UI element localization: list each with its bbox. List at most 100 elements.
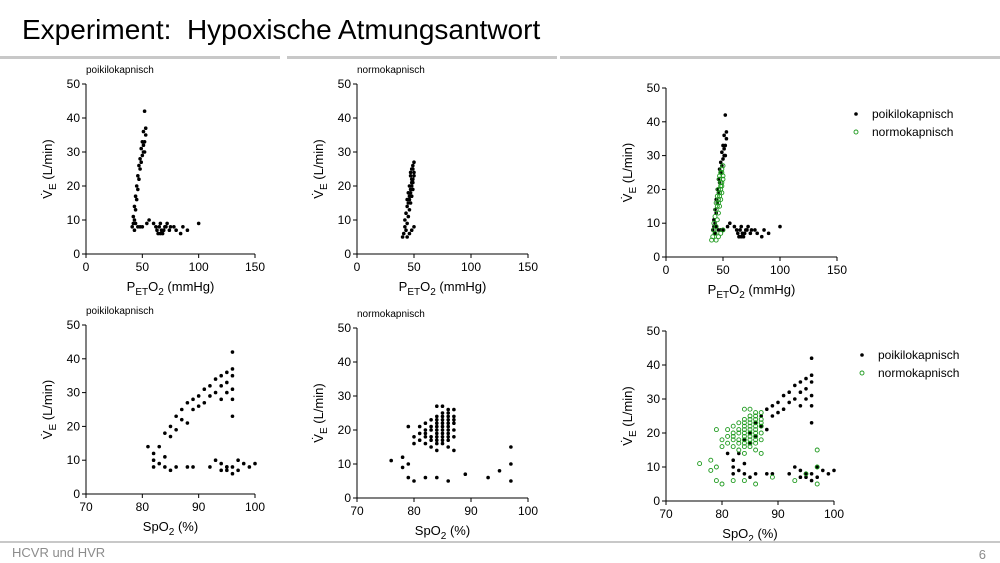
- x-tick-label: 70: [79, 500, 93, 514]
- data-point-poikilo: [142, 150, 147, 154]
- data-point-normo: [730, 423, 736, 429]
- data-point-poikilo: [713, 231, 717, 236]
- data-point-poikilo: [452, 428, 456, 432]
- data-point-poikilo: [742, 438, 747, 442]
- x-tick-label: 70: [350, 504, 364, 518]
- data-point-normo: [715, 200, 721, 206]
- data-point-poikilo: [400, 455, 405, 460]
- data-point-poikilo: [137, 163, 141, 168]
- data-point-normo: [814, 464, 820, 470]
- data-point-poikilo: [168, 434, 173, 439]
- data-point-normo: [715, 210, 721, 216]
- data-point-normo: [758, 450, 764, 456]
- title-rule-mid: [287, 56, 557, 59]
- data-point-normo: [713, 427, 719, 433]
- y-tick-label: 30: [67, 386, 81, 400]
- data-point-poikilo: [742, 472, 747, 476]
- data-point-poikilo: [452, 418, 456, 422]
- data-point-normo: [717, 173, 723, 179]
- data-point-poikilo: [804, 397, 808, 401]
- data-point-poikilo: [731, 465, 735, 469]
- y-tick-label: 20: [647, 426, 661, 440]
- data-point-poikilo: [739, 234, 744, 239]
- data-point-poikilo: [725, 451, 730, 456]
- y-tick-label: 40: [338, 355, 352, 369]
- x-tick-label: 100: [245, 500, 265, 514]
- data-point-poikilo: [748, 441, 752, 446]
- data-point-poikilo: [440, 441, 445, 446]
- data-point-poikilo: [412, 441, 416, 446]
- data-point-poikilo: [143, 133, 148, 137]
- data-point-poikilo: [202, 400, 207, 405]
- data-point-poikilo: [225, 465, 229, 469]
- y-axis-label: V̇E (L/min): [620, 386, 639, 445]
- y-tick-label: 40: [647, 358, 661, 372]
- data-point-normo: [741, 433, 747, 439]
- x-axis-label: PETO2 (mmHg): [127, 279, 215, 298]
- data-point-poikilo: [158, 221, 163, 226]
- data-point-poikilo: [440, 411, 445, 415]
- x-axis-label: PETO2 (mmHg): [399, 279, 487, 298]
- data-point-poikilo: [435, 438, 439, 443]
- data-point-normo: [730, 430, 736, 436]
- chart-petco2-poikilo: poikilokapnisch 0 10 20 30 40 50 0 50 100 150 V̇E (…: [40, 65, 265, 298]
- data-point-poikilo: [137, 177, 141, 181]
- data-point-poikilo: [174, 427, 178, 432]
- data-point-normo: [747, 440, 753, 446]
- data-point-normo: [753, 427, 759, 433]
- data-point-poikilo: [720, 150, 724, 155]
- x-tick-label: 150: [518, 260, 538, 274]
- data-point-normo: [741, 478, 747, 484]
- x-tick-label: 50: [716, 263, 730, 277]
- slide-title: Experiment: Hypoxische Atmungsantwort: [22, 14, 541, 45]
- data-point-normo: [741, 430, 747, 436]
- x-tick-label: 150: [245, 260, 265, 274]
- data-point-poikilo: [776, 400, 780, 405]
- y-axis-label: V̇E (L/min): [311, 139, 330, 198]
- y-tick-label: 20: [338, 423, 352, 437]
- data-point-normo: [741, 444, 747, 450]
- legend-marker: [859, 370, 865, 376]
- data-point-poikilo: [407, 208, 412, 212]
- data-point-normo: [747, 413, 753, 419]
- data-point-poikilo: [157, 225, 162, 229]
- data-point-normo: [753, 447, 759, 453]
- data-point-poikilo: [809, 478, 814, 483]
- y-tick-label: 10: [338, 457, 352, 471]
- data-point-poikilo: [429, 435, 433, 439]
- data-point-poikilo: [724, 130, 729, 134]
- data-point-poikilo: [748, 231, 753, 236]
- data-point-poikilo: [753, 228, 757, 232]
- data-point-poikilo: [809, 472, 814, 476]
- data-point-poikilo: [798, 468, 803, 473]
- data-point-poikilo: [196, 404, 201, 408]
- x-tick-label: 100: [770, 263, 790, 277]
- legend-label: poikilokapnisch: [872, 107, 953, 121]
- data-point-poikilo: [497, 469, 502, 473]
- x-axis-label: SpO2 (%): [722, 526, 777, 545]
- data-point-poikilo: [164, 225, 168, 229]
- data-point-normo: [736, 430, 742, 436]
- x-tick-label: 90: [464, 504, 478, 518]
- data-point-poikilo: [440, 431, 445, 436]
- data-point-poikilo: [446, 479, 451, 483]
- data-point-poikilo: [486, 475, 490, 480]
- chart-spo2-poikilo: poikilokapnisch 0 10 20 30 40 50 70 80 90 100 V̇E (…: [40, 306, 265, 538]
- data-point-normo: [747, 437, 753, 443]
- footer-text: HCVR und HVR: [12, 545, 106, 560]
- data-point-poikilo: [141, 143, 146, 147]
- data-point-poikilo: [168, 225, 173, 229]
- data-point-poikilo: [219, 397, 223, 402]
- data-point-poikilo: [718, 160, 723, 165]
- data-point-normo: [747, 406, 753, 412]
- data-point-normo: [747, 420, 753, 426]
- data-point-poikilo: [745, 228, 749, 232]
- data-point-normo: [736, 437, 742, 443]
- data-point-poikilo: [230, 397, 235, 402]
- data-point-poikilo: [723, 143, 728, 148]
- chart-spo2-normo: normokapnisch 0 10 20 30 40 50 70 80 90 100 V̇E (L/…: [311, 309, 538, 542]
- data-point-normo: [736, 427, 742, 433]
- data-point-poikilo: [809, 380, 814, 384]
- data-point-poikilo: [247, 465, 252, 469]
- y-tick-label: 30: [647, 392, 661, 406]
